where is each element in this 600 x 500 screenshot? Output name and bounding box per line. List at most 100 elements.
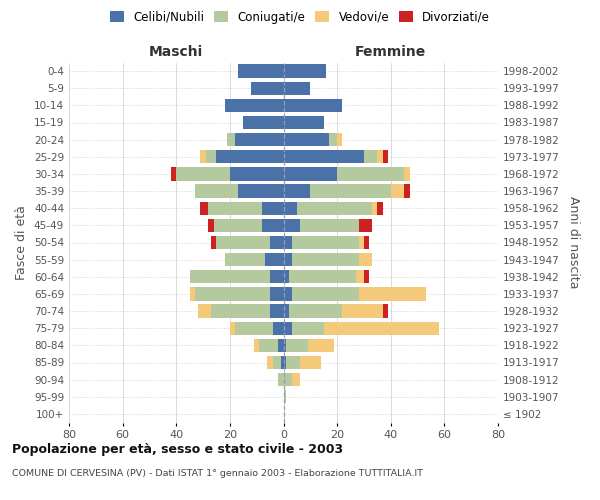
Bar xyxy=(208,202,262,215)
Bar xyxy=(343,304,383,318)
Bar xyxy=(224,98,284,112)
Bar xyxy=(372,202,377,215)
Bar xyxy=(198,304,211,318)
Bar xyxy=(359,236,364,249)
Bar xyxy=(278,373,284,386)
Bar xyxy=(214,218,262,232)
Bar xyxy=(243,116,284,129)
Bar xyxy=(364,236,370,249)
Text: COMUNE DI CERVESINA (PV) - Dati ISTAT 1° gennaio 2003 - Elaborazione TUTTITALIA.: COMUNE DI CERVESINA (PV) - Dati ISTAT 1°… xyxy=(12,468,423,477)
Bar xyxy=(268,356,273,369)
Bar xyxy=(190,270,270,283)
Bar xyxy=(278,338,284,352)
Bar xyxy=(289,270,356,283)
Bar xyxy=(284,82,310,95)
Bar xyxy=(329,133,337,146)
Bar xyxy=(356,270,364,283)
Bar xyxy=(404,184,410,198)
Bar xyxy=(284,322,292,335)
Bar xyxy=(176,167,230,180)
Bar xyxy=(195,287,270,300)
Bar xyxy=(286,356,299,369)
Bar xyxy=(297,202,372,215)
Bar xyxy=(359,253,372,266)
Bar xyxy=(284,167,337,180)
Bar xyxy=(238,64,284,78)
Bar xyxy=(383,150,388,164)
Bar xyxy=(284,287,292,300)
Bar xyxy=(404,167,410,180)
Bar xyxy=(265,253,284,266)
Bar xyxy=(217,150,284,164)
Bar xyxy=(211,236,217,249)
Bar xyxy=(235,133,284,146)
Bar xyxy=(235,322,273,335)
Bar xyxy=(299,218,359,232)
Bar xyxy=(359,218,372,232)
Bar xyxy=(292,236,359,249)
Legend: Celibi/Nubili, Coniugati/e, Vedovi/e, Divorziati/e: Celibi/Nubili, Coniugati/e, Vedovi/e, Di… xyxy=(107,8,493,26)
Bar xyxy=(211,304,270,318)
Bar xyxy=(200,202,208,215)
Bar xyxy=(270,287,284,300)
Bar xyxy=(259,338,278,352)
Bar xyxy=(284,338,286,352)
Bar xyxy=(251,82,284,95)
Bar xyxy=(227,133,235,146)
Bar xyxy=(284,218,299,232)
Bar xyxy=(292,253,359,266)
Bar xyxy=(273,322,284,335)
Bar xyxy=(190,287,195,300)
Bar xyxy=(337,167,404,180)
Bar xyxy=(238,184,284,198)
Bar xyxy=(270,236,284,249)
Bar xyxy=(284,373,292,386)
Bar xyxy=(324,322,439,335)
Bar xyxy=(270,304,284,318)
Text: Maschi: Maschi xyxy=(149,45,203,59)
Bar xyxy=(284,270,289,283)
Bar xyxy=(171,167,176,180)
Bar xyxy=(284,150,364,164)
Bar xyxy=(310,184,391,198)
Bar xyxy=(270,270,284,283)
Bar xyxy=(383,304,388,318)
Bar xyxy=(377,150,383,164)
Bar xyxy=(273,356,281,369)
Bar xyxy=(284,184,310,198)
Bar xyxy=(284,116,324,129)
Bar xyxy=(364,270,370,283)
Bar xyxy=(208,218,214,232)
Text: Popolazione per età, sesso e stato civile - 2003: Popolazione per età, sesso e stato civil… xyxy=(12,442,343,456)
Bar xyxy=(286,338,308,352)
Bar xyxy=(391,184,404,198)
Bar xyxy=(289,304,343,318)
Text: Femmine: Femmine xyxy=(355,45,427,59)
Y-axis label: Anni di nascita: Anni di nascita xyxy=(568,196,580,289)
Bar xyxy=(230,322,235,335)
Bar xyxy=(284,64,326,78)
Bar xyxy=(284,356,286,369)
Bar xyxy=(262,218,284,232)
Bar xyxy=(284,304,289,318)
Bar xyxy=(292,322,324,335)
Bar xyxy=(292,373,299,386)
Bar xyxy=(254,338,259,352)
Bar xyxy=(262,202,284,215)
Bar xyxy=(284,133,329,146)
Bar xyxy=(359,287,425,300)
Bar xyxy=(364,150,377,164)
Bar xyxy=(281,356,284,369)
Bar xyxy=(284,236,292,249)
Bar xyxy=(284,98,343,112)
Bar xyxy=(195,184,238,198)
Y-axis label: Fasce di età: Fasce di età xyxy=(16,205,28,280)
Bar xyxy=(230,167,284,180)
Bar xyxy=(377,202,383,215)
Bar xyxy=(284,390,286,404)
Bar xyxy=(299,356,321,369)
Bar xyxy=(284,202,297,215)
Bar xyxy=(337,133,343,146)
Bar xyxy=(206,150,217,164)
Bar xyxy=(284,253,292,266)
